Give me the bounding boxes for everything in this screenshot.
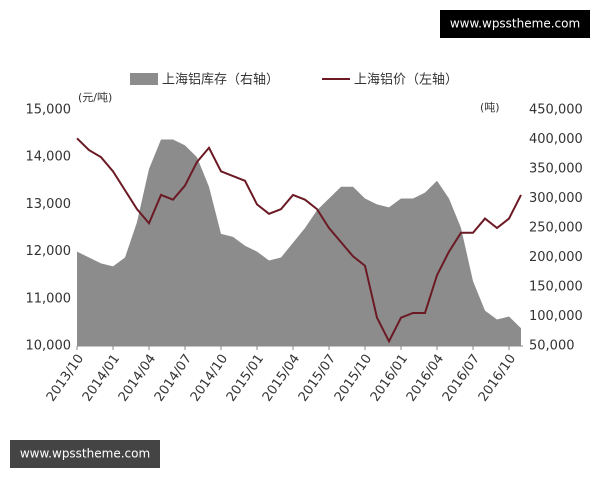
legend-label: 上海铝价（左轴）: [354, 73, 458, 88]
y-tick-label: 13,000: [26, 197, 72, 212]
y-tick-label: 15,000: [26, 103, 72, 118]
line: [76, 137, 522, 344]
legend-swatch: [130, 73, 158, 85]
y2-tick-label: 200,000: [529, 250, 583, 265]
y-tick-label: 14,000: [26, 150, 72, 165]
y-tick-label: 10,000: [26, 339, 72, 354]
watermark: www.wpsstheme.com: [20, 447, 150, 461]
y2-tick-label: 450,000: [529, 103, 583, 118]
y2-tick-label: 250,000: [529, 221, 583, 236]
y2-tick-label: 100,000: [529, 309, 583, 324]
y2-axis-label: (吨): [480, 101, 500, 114]
y2-tick-label: 150,000: [529, 280, 583, 295]
y2-tick-label: 50,000: [529, 339, 575, 354]
y2-tick-label: 350,000: [529, 162, 583, 177]
watermark: www.wpsstheme.com: [450, 17, 580, 31]
y2-tick-label: 400,000: [529, 132, 583, 147]
y2-tick-label: 300,000: [529, 191, 583, 206]
y-tick-label: 12,000: [26, 244, 72, 259]
y-axis-label: (元/吨): [78, 91, 112, 104]
legend-label: 上海铝库存（右轴）: [162, 72, 279, 88]
area: [77, 139, 521, 346]
watermark-box: [10, 440, 160, 468]
watermark-box: [440, 10, 590, 38]
y-tick-label: 11,000: [26, 291, 72, 306]
